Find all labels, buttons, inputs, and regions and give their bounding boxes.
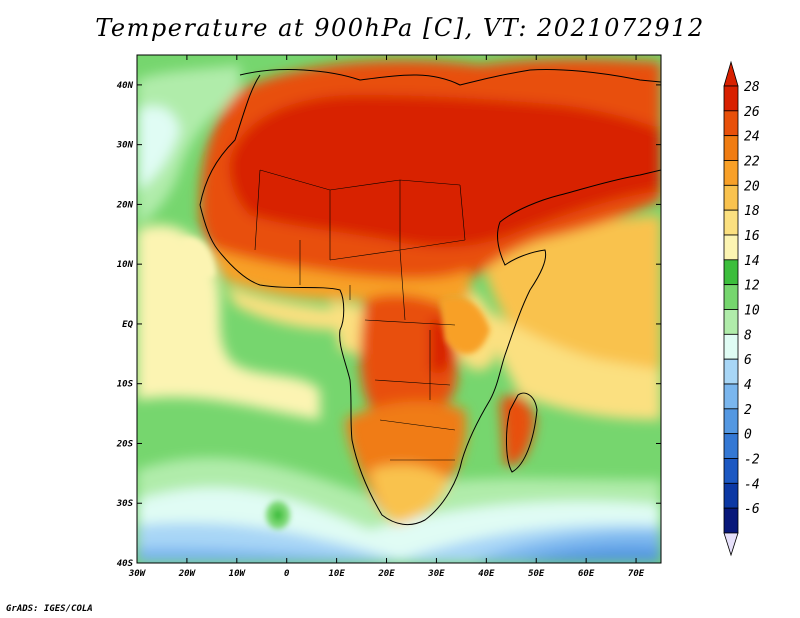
colorbar-label: 10 [744, 304, 760, 319]
lon-tick-label: 30W [128, 569, 147, 579]
grads-credit: GrADS: IGES/COLA [6, 604, 93, 614]
lon-tick-label: 60E [578, 569, 595, 579]
lat-tick-label: 30N [116, 141, 134, 151]
lon-tick-label: 10E [328, 569, 345, 579]
colorbar-label: 22 [744, 155, 760, 170]
lon-tick-label: 30E [427, 569, 445, 579]
colorbar-label: 6 [744, 353, 752, 368]
lon-tick-label: 0 [284, 569, 290, 579]
colorbar-swatch [723, 209, 739, 236]
colorbar-swatch [723, 234, 739, 261]
map-frame [136, 54, 662, 564]
colorbar-swatch [723, 482, 739, 509]
colorbar-swatch [723, 507, 739, 534]
colorbar-swatch [723, 383, 739, 410]
colorbar-label: 8 [744, 328, 752, 343]
africa-coastline [199, 68, 661, 526]
latitude-axis: 40N 30N 20N 10N EQ 10S 20S 30S 40S [116, 81, 661, 569]
colorbar-swatch [723, 284, 739, 310]
colorbar-swatch [723, 85, 739, 112]
lat-tick-label: EQ [122, 320, 133, 330]
lon-tick-label: 70E [628, 569, 645, 579]
colorbar-swatch [723, 184, 739, 211]
lon-tick-label: 10W [229, 569, 247, 579]
colorbar-label: 18 [744, 204, 760, 219]
lon-tick-label: 50E [528, 569, 545, 579]
lat-tick-label: 40S [117, 559, 134, 569]
colorbar-top-cap [723, 60, 739, 87]
colorbar-swatch [723, 309, 739, 335]
colorbar-bottom-cap [723, 532, 739, 557]
lon-tick-label: 20E [377, 569, 395, 579]
colorbar-label: -6 [744, 502, 760, 517]
colorbar-swatch [723, 110, 739, 137]
colorbar-swatch [723, 408, 739, 435]
colorbar-swatch [723, 135, 739, 161]
lon-tick-label: 20W [178, 569, 197, 579]
temperature-field [137, 55, 661, 563]
madagascar-outline [505, 392, 538, 473]
colorbar-swatch [723, 358, 739, 385]
colorbar-label: 12 [744, 279, 760, 294]
colorbar-label: 24 [744, 130, 760, 145]
colorbar-label: 2 [744, 403, 752, 418]
colorbar-label: 0 [744, 428, 752, 443]
chart-title: Temperature at 900hPa [C], VT: 202107291… [95, 14, 705, 42]
country-borders [254, 169, 466, 461]
lat-tick-label: 40N [117, 81, 134, 91]
lat-tick-label: 20S [116, 439, 134, 449]
colorbar-label: 16 [744, 229, 760, 244]
colorbar-label: -4 [744, 477, 760, 492]
colorbar-label: 20 [744, 179, 760, 194]
colorbar-label: 4 [744, 378, 752, 393]
lat-tick-label: 30S [116, 499, 134, 509]
colorbar-swatch [723, 333, 739, 360]
colorbar-label: -2 [744, 453, 760, 468]
colorbar-swatch [723, 433, 739, 459]
colorbar-label: 26 [744, 105, 760, 120]
colorbar-label: 14 [744, 254, 760, 269]
colorbar-label: 28 [744, 80, 760, 95]
colorbar-swatch [723, 259, 739, 286]
colorbar-swatch [723, 458, 739, 484]
lat-tick-label: 10S [117, 380, 134, 390]
lat-tick-label: 20N [116, 200, 134, 210]
colorbar-swatch [723, 160, 739, 186]
lon-tick-label: 40E [478, 569, 495, 579]
lat-tick-label: 10N [117, 260, 134, 270]
longitude-axis: 30W 20W 10W 0 10E 20E 30E 40E 50E 60E 70E [128, 55, 645, 579]
